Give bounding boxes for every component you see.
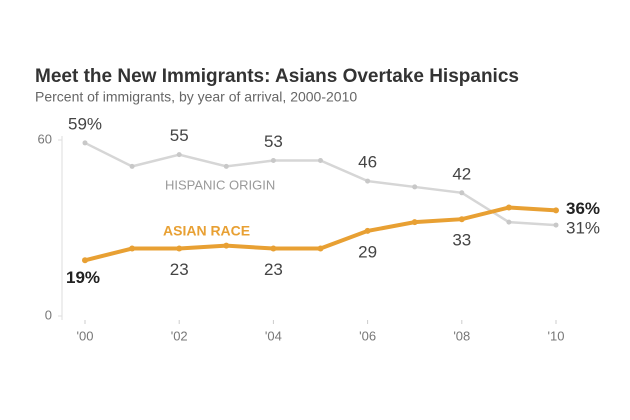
- x-tick-label: '04: [265, 328, 282, 343]
- value-label: 55: [170, 126, 189, 145]
- point: [223, 163, 229, 169]
- value-label: 36%: [566, 199, 600, 218]
- chart-subtitle: Percent of immigrants, by year of arriva…: [35, 89, 357, 105]
- point: [82, 140, 88, 146]
- point: [129, 245, 136, 252]
- value-label: 29: [358, 242, 377, 261]
- point: [129, 163, 135, 169]
- x-tick-label: '00: [77, 328, 94, 343]
- point: [365, 178, 371, 184]
- point: [270, 245, 277, 252]
- point: [176, 152, 182, 158]
- series-line: [84, 205, 557, 263]
- x-tick-label: '08: [453, 328, 470, 343]
- value-label: 31%: [566, 219, 600, 238]
- x-tick-label: '06: [359, 328, 376, 343]
- point: [553, 207, 559, 214]
- point: [270, 158, 276, 164]
- value-label: 53: [264, 132, 283, 151]
- value-label: 23: [170, 260, 189, 279]
- series-label: HISPANIC ORIGIN: [165, 177, 275, 192]
- point: [505, 204, 512, 211]
- point: [411, 219, 418, 226]
- point: [318, 158, 323, 164]
- chart-title: Meet the New Immigrants: Asians Overtake…: [35, 66, 519, 87]
- point: [459, 190, 465, 196]
- point: [553, 222, 559, 228]
- value-label: 33: [452, 231, 471, 250]
- point: [506, 219, 512, 225]
- y-tick-label: 0: [45, 307, 52, 322]
- value-label: 46: [358, 153, 377, 172]
- value-label: 19%: [66, 268, 100, 287]
- point: [317, 245, 324, 252]
- point: [176, 245, 183, 252]
- value-label: 42: [452, 164, 471, 183]
- point: [82, 257, 88, 264]
- point: [223, 242, 230, 249]
- y-tick-label: 60: [38, 131, 52, 146]
- point: [412, 184, 418, 190]
- series-label: ASIAN RACE: [163, 223, 250, 239]
- value-label: 23: [264, 260, 283, 279]
- value-label: 59%: [68, 114, 102, 133]
- point: [364, 227, 371, 234]
- point: [458, 216, 465, 223]
- x-tick-label: '10: [548, 328, 565, 343]
- x-tick-label: '02: [171, 328, 188, 343]
